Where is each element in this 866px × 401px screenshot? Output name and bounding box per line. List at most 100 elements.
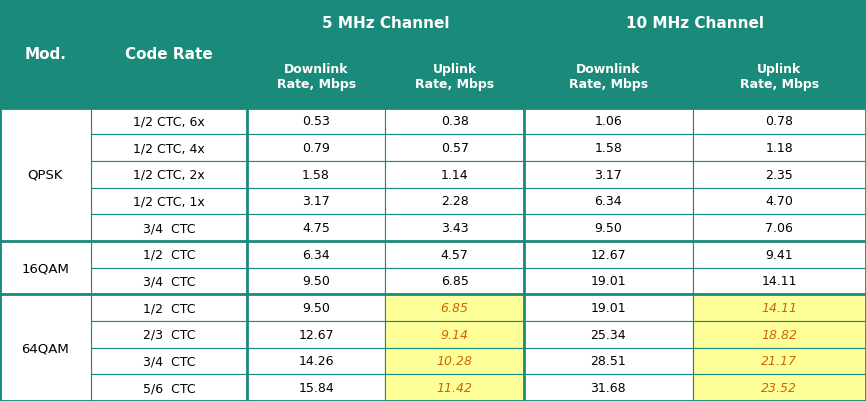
Bar [693, 135, 866, 162]
Text: Downlink
Rate, Mbps: Downlink Rate, Mbps [276, 63, 356, 91]
Text: 2.28: 2.28 [441, 195, 469, 208]
Bar [91, 348, 247, 375]
Text: 9.50: 9.50 [302, 302, 330, 314]
Text: Downlink
Rate, Mbps: Downlink Rate, Mbps [569, 63, 648, 91]
Text: 7.06: 7.06 [766, 221, 793, 235]
Bar [247, 215, 385, 241]
Bar [247, 321, 385, 348]
Text: 12.67: 12.67 [591, 248, 626, 261]
Text: 10 MHz Channel: 10 MHz Channel [626, 16, 764, 30]
Text: 19.01: 19.01 [591, 275, 626, 288]
Bar [0, 108, 91, 241]
Text: 3.17: 3.17 [302, 195, 330, 208]
Text: 3/4  CTC: 3/4 CTC [143, 275, 195, 288]
Text: 64QAM: 64QAM [22, 341, 69, 354]
Bar [524, 215, 693, 241]
Bar [385, 268, 524, 295]
Bar [91, 241, 247, 268]
Bar [524, 46, 693, 108]
Text: Uplink
Rate, Mbps: Uplink Rate, Mbps [740, 63, 819, 91]
Text: 1/2  CTC: 1/2 CTC [143, 248, 195, 261]
Bar [385, 108, 524, 135]
Text: 6.85: 6.85 [441, 275, 469, 288]
Bar [524, 162, 693, 188]
Bar [693, 241, 866, 268]
Bar [247, 348, 385, 375]
Text: 14.11: 14.11 [762, 275, 797, 288]
Bar [385, 162, 524, 188]
Text: 5 MHz Channel: 5 MHz Channel [321, 16, 449, 30]
Text: 15.84: 15.84 [298, 381, 334, 394]
Text: 28.51: 28.51 [591, 354, 626, 368]
Text: 1.18: 1.18 [766, 142, 793, 155]
Bar [524, 0, 866, 46]
Text: 3/4  CTC: 3/4 CTC [143, 221, 195, 235]
Bar [247, 162, 385, 188]
Text: 1.58: 1.58 [302, 168, 330, 181]
Bar [91, 215, 247, 241]
Text: 1.06: 1.06 [594, 115, 623, 128]
Bar [91, 188, 247, 215]
Bar [247, 295, 385, 321]
Bar [693, 268, 866, 295]
Bar [247, 241, 385, 268]
Text: 9.14: 9.14 [441, 328, 469, 341]
Text: 0.53: 0.53 [302, 115, 330, 128]
Text: 0.38: 0.38 [441, 115, 469, 128]
Bar [91, 135, 247, 162]
Bar [385, 241, 524, 268]
Text: 10.28: 10.28 [436, 354, 473, 368]
Text: 3.43: 3.43 [441, 221, 469, 235]
Bar [524, 268, 693, 295]
Bar [693, 295, 866, 321]
Bar [91, 295, 247, 321]
Text: 18.82: 18.82 [761, 328, 798, 341]
Text: 19.01: 19.01 [591, 302, 626, 314]
Text: 2.35: 2.35 [766, 168, 793, 181]
Text: QPSK: QPSK [28, 168, 63, 181]
Bar [247, 46, 385, 108]
Text: 0.78: 0.78 [766, 115, 793, 128]
Text: 3/4  CTC: 3/4 CTC [143, 354, 195, 368]
Bar [693, 215, 866, 241]
Bar [693, 46, 866, 108]
Bar [0, 0, 91, 108]
Text: Mod.: Mod. [24, 47, 67, 62]
Bar [247, 188, 385, 215]
Text: 4.57: 4.57 [441, 248, 469, 261]
Bar [693, 188, 866, 215]
Text: 0.57: 0.57 [441, 142, 469, 155]
Bar [91, 0, 247, 108]
Bar [91, 108, 247, 135]
Text: 0.79: 0.79 [302, 142, 330, 155]
Bar [524, 321, 693, 348]
Text: 3.17: 3.17 [594, 168, 623, 181]
Text: 1/2 CTC, 6x: 1/2 CTC, 6x [133, 115, 204, 128]
Bar [524, 135, 693, 162]
Bar [247, 108, 385, 135]
Text: 1/2 CTC, 4x: 1/2 CTC, 4x [133, 142, 204, 155]
Text: 21.17: 21.17 [761, 354, 798, 368]
Bar [693, 321, 866, 348]
Text: 6.34: 6.34 [302, 248, 330, 261]
Text: 23.52: 23.52 [761, 381, 798, 394]
Text: 4.75: 4.75 [302, 221, 330, 235]
Text: 16QAM: 16QAM [22, 261, 69, 274]
Bar [91, 375, 247, 401]
Text: 11.42: 11.42 [436, 381, 473, 394]
Text: 6.34: 6.34 [595, 195, 622, 208]
Text: 1/2  CTC: 1/2 CTC [143, 302, 195, 314]
Text: 2/3  CTC: 2/3 CTC [143, 328, 195, 341]
Bar [91, 162, 247, 188]
Bar [524, 108, 693, 135]
Bar [693, 348, 866, 375]
Bar [385, 188, 524, 215]
Bar [0, 241, 91, 295]
Bar [524, 188, 693, 215]
Text: 31.68: 31.68 [591, 381, 626, 394]
Bar [247, 0, 524, 46]
Text: 4.70: 4.70 [766, 195, 793, 208]
Text: 1/2 CTC, 2x: 1/2 CTC, 2x [133, 168, 204, 181]
Text: 6.85: 6.85 [441, 302, 469, 314]
Text: 1/2 CTC, 1x: 1/2 CTC, 1x [133, 195, 204, 208]
